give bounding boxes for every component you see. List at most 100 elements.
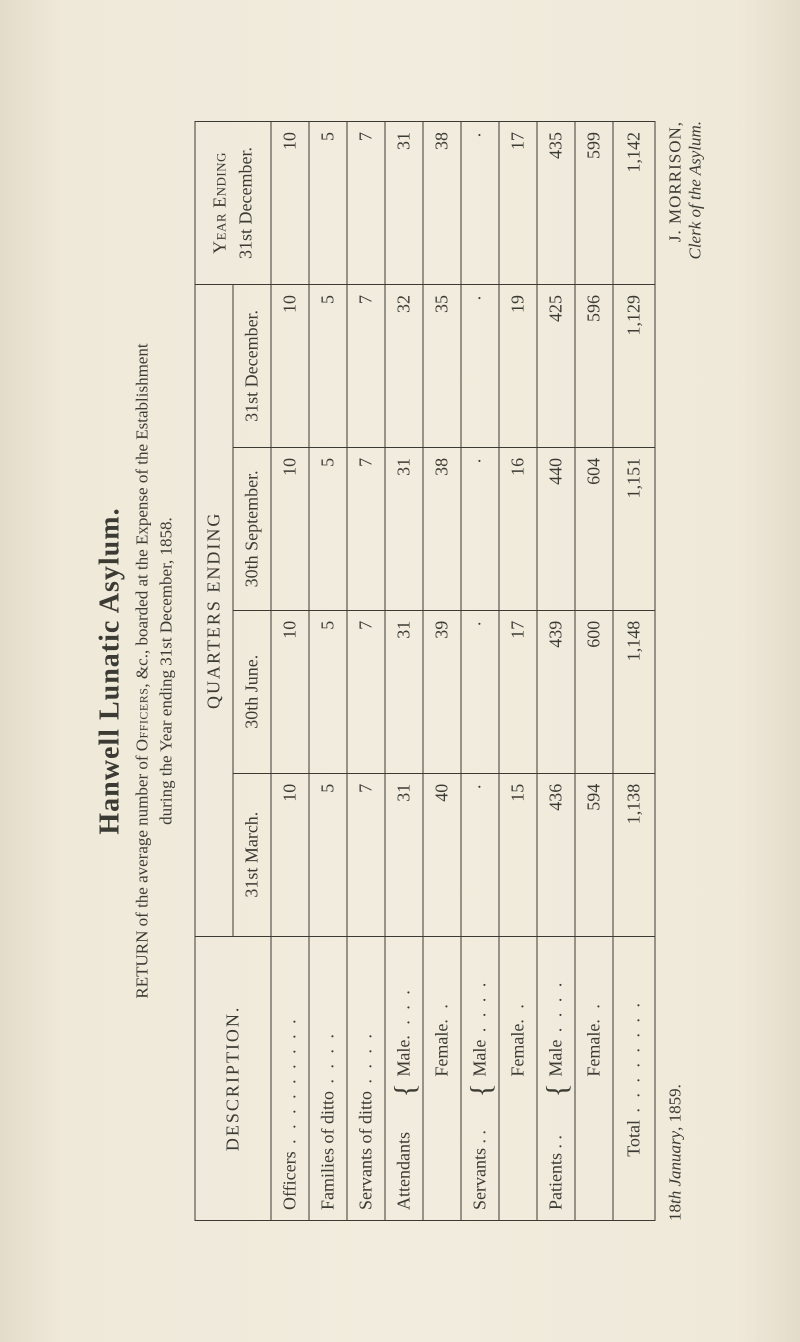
row-label: Patients . . { Male . . . . bbox=[537, 936, 575, 1220]
cell: 7 bbox=[347, 122, 385, 285]
cell: 35 bbox=[423, 284, 461, 447]
cell: 10 bbox=[271, 284, 309, 447]
cell: 7 bbox=[347, 284, 385, 447]
table-row: Officers . . . . . . . . . 10 10 10 10 1… bbox=[271, 122, 309, 1221]
cell: 10 bbox=[271, 773, 309, 936]
col-q2: 30th June. bbox=[233, 610, 271, 773]
cell: 7 bbox=[347, 610, 385, 773]
sub-text: Male bbox=[470, 1040, 490, 1077]
dots: . . . . bbox=[318, 1031, 338, 1091]
sub-label: Male . . . . bbox=[546, 980, 567, 1077]
cell: · bbox=[461, 447, 499, 610]
col-quarters: QUARTERS ENDING bbox=[195, 284, 233, 936]
label-text: Servants of ditto bbox=[356, 1091, 376, 1210]
cell: 7 bbox=[347, 447, 385, 610]
sub-label: Male. . . . bbox=[394, 987, 415, 1076]
group-label: Patients . . bbox=[546, 1102, 567, 1210]
total-cell: 1,138 bbox=[613, 773, 655, 936]
cell: 17 bbox=[499, 610, 537, 773]
header-row-1: DESCRIPTION. QUARTERS ENDING Year Ending… bbox=[195, 122, 233, 1221]
year-ending-label: Year Ending bbox=[210, 152, 230, 254]
year-ending-date: 31st December. bbox=[235, 147, 255, 259]
total-text: Total bbox=[624, 1120, 644, 1157]
dots: . . . . . . . . . bbox=[280, 1016, 300, 1151]
cell: 16 bbox=[499, 447, 537, 610]
cell: 40 bbox=[423, 773, 461, 936]
table-row: Servants of ditto . . . . 7 7 7 7 7 bbox=[347, 122, 385, 1221]
date-year: , 1859. bbox=[666, 1084, 685, 1131]
signatory-role: Clerk of the Asylum. bbox=[686, 121, 706, 260]
col-q4: 31st December. bbox=[233, 284, 271, 447]
cell: 32 bbox=[385, 284, 423, 447]
dots: . . bbox=[508, 1001, 528, 1024]
total-label: Total . . . . . . . . bbox=[613, 936, 655, 1220]
page: Hanwell Lunatic Asylum. RETURN of the av… bbox=[0, 0, 800, 1342]
row-label: Servants of ditto . . . . bbox=[347, 936, 385, 1220]
col-q3: 30th September. bbox=[233, 447, 271, 610]
group-label: Servants . . bbox=[470, 1102, 491, 1210]
brace-icon: { bbox=[398, 1083, 413, 1097]
cell: 31 bbox=[385, 610, 423, 773]
sub-label: Female. . bbox=[432, 1001, 453, 1076]
row-label: Families of ditto . . . . bbox=[309, 936, 347, 1220]
subtitle-prefix: RETURN of the average number of bbox=[133, 751, 152, 998]
sub-text: Female bbox=[432, 1024, 452, 1077]
group-label: Attendants bbox=[394, 1102, 415, 1210]
table-row: Attendants { Male. . . . 31 31 31 32 31 bbox=[385, 122, 423, 1221]
cell: 38 bbox=[423, 447, 461, 610]
date-month: th January bbox=[666, 1131, 685, 1204]
label-text: Officers bbox=[280, 1151, 300, 1210]
sub-text: Male bbox=[546, 1040, 566, 1077]
row-label: { Female. . bbox=[499, 936, 537, 1220]
row-label: Officers . . . . . . . . . bbox=[271, 936, 309, 1220]
cell: 10 bbox=[271, 447, 309, 610]
cell: 39 bbox=[423, 610, 461, 773]
sub-text: Female bbox=[584, 1024, 604, 1077]
row-label: Servants . . { Male . . . . bbox=[461, 936, 499, 1220]
dots: . . bbox=[584, 1001, 604, 1024]
rotated-content: Hanwell Lunatic Asylum. RETURN of the av… bbox=[95, 71, 706, 1271]
cell: 10 bbox=[271, 122, 309, 285]
cell: 31 bbox=[385, 122, 423, 285]
cell: 594 bbox=[575, 773, 613, 936]
cell: 435 bbox=[537, 122, 575, 285]
sub-label: Female. . bbox=[508, 1001, 529, 1076]
cell: 5 bbox=[309, 284, 347, 447]
dots: . . . . . . . . bbox=[624, 1000, 644, 1120]
cell: 425 bbox=[537, 284, 575, 447]
date-day: 18 bbox=[666, 1204, 685, 1221]
total-cell: 1,129 bbox=[613, 284, 655, 447]
cell: 5 bbox=[309, 122, 347, 285]
cell: 604 bbox=[575, 447, 613, 610]
cell: 31 bbox=[385, 447, 423, 610]
dots: . . . . bbox=[394, 987, 414, 1040]
cell: 5 bbox=[309, 610, 347, 773]
cell: · bbox=[461, 773, 499, 936]
cell: 31 bbox=[385, 773, 423, 936]
cell: 440 bbox=[537, 447, 575, 610]
brace-icon: { bbox=[474, 1083, 489, 1097]
sub-text: Male bbox=[394, 1040, 414, 1077]
cell: 38 bbox=[423, 122, 461, 285]
document-subtitle: RETURN of the average number of Officers… bbox=[133, 71, 153, 1271]
cell: · bbox=[461, 610, 499, 773]
subtitle-officers: Officers bbox=[133, 688, 152, 752]
cell: 600 bbox=[575, 610, 613, 773]
row-label: { Female. . bbox=[575, 936, 613, 1220]
signatory-name: J. MORRISON, bbox=[666, 121, 686, 260]
data-table: DESCRIPTION. QUARTERS ENDING Year Ending… bbox=[195, 121, 656, 1221]
table-row: { Female. . 594 600 604 596 599 bbox=[575, 122, 613, 1221]
subtitle-suffix: , &c., boarded at the Expense of the Est… bbox=[133, 343, 152, 687]
cell: 7 bbox=[347, 773, 385, 936]
sub-label: Female. . bbox=[584, 1001, 605, 1076]
total-cell: 1,142 bbox=[613, 122, 655, 285]
cell: 599 bbox=[575, 122, 613, 285]
brace-icon: { bbox=[550, 1083, 565, 1097]
table-row: { Female. . 40 39 38 35 38 bbox=[423, 122, 461, 1221]
dots: . . . . bbox=[356, 1031, 376, 1091]
table-row: Servants . . { Male . . . . · · · · · bbox=[461, 122, 499, 1221]
dots: . . . . bbox=[470, 980, 490, 1040]
total-cell: 1,151 bbox=[613, 447, 655, 610]
row-label: { Female. . bbox=[423, 936, 461, 1220]
table-row: Families of ditto . . . . 5 5 5 5 5 bbox=[309, 122, 347, 1221]
